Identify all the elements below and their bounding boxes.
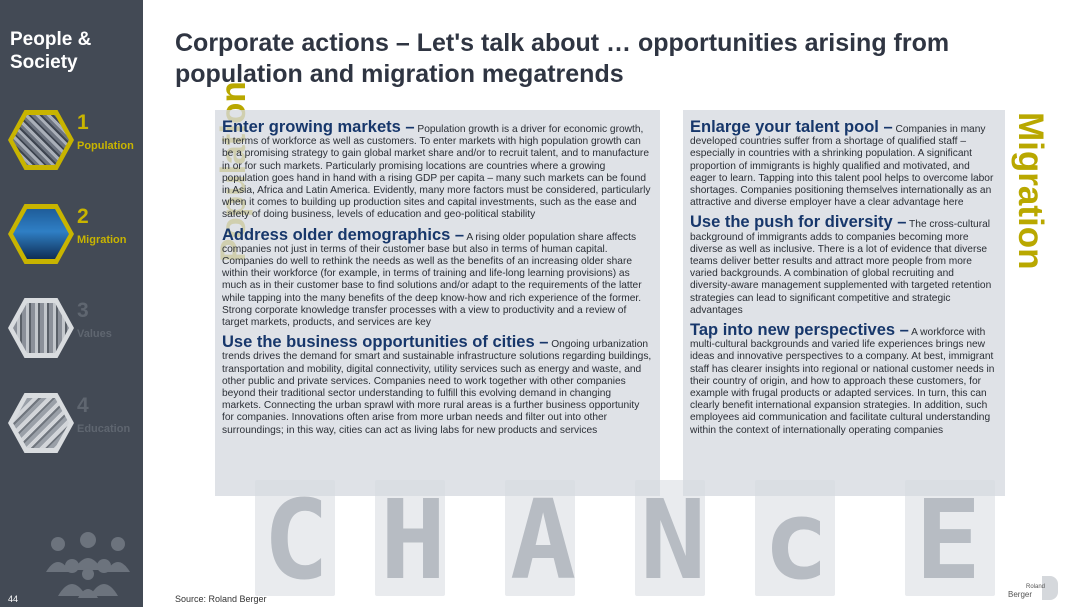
- block-body: A rising older population share affects …: [222, 231, 642, 329]
- crowd-photo-icon: [8, 110, 74, 170]
- population-panel: Enter growing markets – Population growt…: [215, 110, 660, 496]
- roland-berger-logo: Roland Berger: [1008, 576, 1060, 602]
- change-letter: N: [640, 476, 707, 604]
- change-letter: H: [380, 476, 447, 604]
- nav-number: 4: [77, 394, 89, 417]
- text-block: Enter growing markets – Population growt…: [222, 118, 652, 222]
- change-letter: E: [915, 476, 982, 604]
- logo-line2: Berger: [1008, 590, 1033, 599]
- block-body: A workforce with multi-cultural backgrou…: [690, 327, 995, 436]
- classroom-photo-icon: [8, 393, 74, 453]
- nav-item-migration[interactable]: 2 Migration: [0, 200, 143, 270]
- logo-b-shape: [1042, 576, 1058, 600]
- change-letter: A: [510, 476, 577, 604]
- nav-item-education[interactable]: 4 Education: [0, 389, 143, 459]
- change-letter: c: [763, 476, 830, 604]
- section-title: People & Society: [10, 29, 92, 73]
- migration-vertical-label: Migration: [1011, 112, 1050, 270]
- block-body: The cross-cultural background of immigra…: [690, 219, 992, 316]
- logo-text: Roland Berger: [1008, 584, 1045, 599]
- text-block: Enlarge your talent pool – Companies in …: [690, 118, 997, 209]
- books-photo-icon: [8, 298, 74, 358]
- sidebar: People & Society 1 Population 2 Migratio…: [0, 0, 143, 607]
- nav-label: Migration: [77, 234, 127, 246]
- nav-number: 1: [77, 111, 89, 134]
- airport-photo-icon: [8, 204, 74, 264]
- block-heading: Tap into new perspectives –: [690, 321, 909, 340]
- nav-label: Population: [77, 140, 134, 152]
- nav-label: Education: [77, 423, 131, 435]
- change-background: C H A N c E: [215, 420, 995, 600]
- source-note: Source: Roland Berger: [175, 594, 267, 604]
- people-group-icon: [46, 532, 130, 598]
- block-heading: Use the business opportunities of cities…: [222, 333, 549, 352]
- page-title: Corporate actions – Let's talk about … o…: [175, 29, 950, 88]
- nav-item-population[interactable]: 1 Population: [0, 106, 143, 176]
- text-block: Address older demographics – A rising ol…: [222, 226, 652, 330]
- logo-line1: Roland: [1026, 584, 1046, 590]
- block-body: Companies in many developed countries su…: [690, 124, 994, 209]
- nav-number: 3: [77, 299, 89, 322]
- text-block: Tap into new perspectives – A workforce …: [690, 321, 997, 437]
- block-heading: Enter growing markets –: [222, 118, 415, 136]
- block-heading: Enlarge your talent pool –: [690, 118, 893, 136]
- change-letter: C: [263, 476, 330, 604]
- migration-panel: Enlarge your talent pool – Companies in …: [683, 110, 1005, 496]
- nav-number: 2: [77, 205, 89, 228]
- block-heading: Address older demographics –: [222, 225, 465, 244]
- nav-label: Values: [77, 328, 112, 340]
- nav-item-values[interactable]: 3 Values: [0, 294, 143, 364]
- block-body: Ongoing urbanization trends drives the d…: [222, 339, 652, 436]
- text-block: Use the business opportunities of cities…: [222, 333, 652, 437]
- block-body: Population growth is a driver for econom…: [222, 124, 651, 221]
- text-block: Use the push for diversity – The cross-c…: [690, 213, 997, 317]
- page-number: 44: [8, 594, 19, 604]
- block-heading: Use the push for diversity –: [690, 213, 907, 232]
